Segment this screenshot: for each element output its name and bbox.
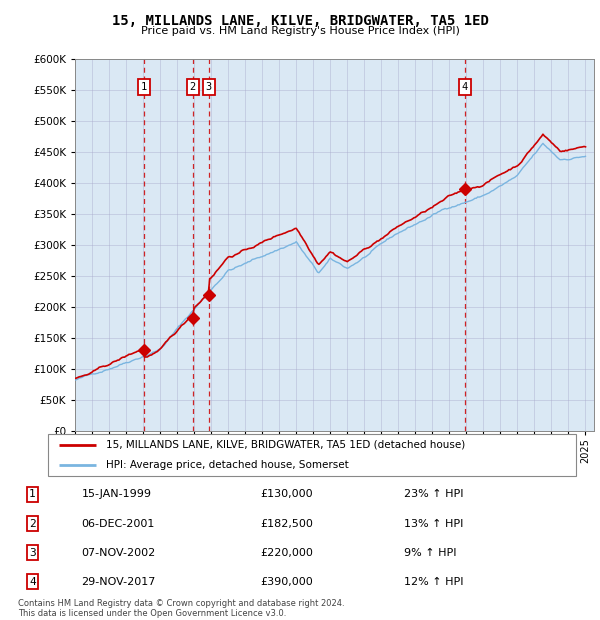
Text: 13% ↑ HPI: 13% ↑ HPI [404, 518, 463, 529]
FancyBboxPatch shape [48, 434, 576, 476]
Text: Price paid vs. HM Land Registry's House Price Index (HPI): Price paid vs. HM Land Registry's House … [140, 26, 460, 36]
Text: 15-JAN-1999: 15-JAN-1999 [82, 489, 151, 500]
Text: 9% ↑ HPI: 9% ↑ HPI [404, 547, 457, 558]
Text: 4: 4 [462, 82, 468, 92]
Text: 2: 2 [190, 82, 196, 92]
Text: 15, MILLANDS LANE, KILVE, BRIDGWATER, TA5 1ED: 15, MILLANDS LANE, KILVE, BRIDGWATER, TA… [112, 14, 488, 28]
Text: 3: 3 [205, 82, 212, 92]
Text: 29-NOV-2017: 29-NOV-2017 [82, 577, 156, 587]
Text: 06-DEC-2001: 06-DEC-2001 [82, 518, 155, 529]
Text: 3: 3 [29, 547, 36, 558]
Text: 4: 4 [29, 577, 36, 587]
Text: £130,000: £130,000 [260, 489, 313, 500]
Text: 2: 2 [29, 518, 36, 529]
Text: Contains HM Land Registry data © Crown copyright and database right 2024.: Contains HM Land Registry data © Crown c… [18, 599, 344, 608]
Text: £220,000: £220,000 [260, 547, 313, 558]
Text: £390,000: £390,000 [260, 577, 313, 587]
Text: 23% ↑ HPI: 23% ↑ HPI [404, 489, 463, 500]
Text: 1: 1 [29, 489, 36, 500]
Text: 12% ↑ HPI: 12% ↑ HPI [404, 577, 463, 587]
Text: 07-NOV-2002: 07-NOV-2002 [82, 547, 155, 558]
Text: 1: 1 [140, 82, 147, 92]
Text: HPI: Average price, detached house, Somerset: HPI: Average price, detached house, Some… [106, 460, 349, 470]
Text: This data is licensed under the Open Government Licence v3.0.: This data is licensed under the Open Gov… [18, 609, 286, 618]
Text: 15, MILLANDS LANE, KILVE, BRIDGWATER, TA5 1ED (detached house): 15, MILLANDS LANE, KILVE, BRIDGWATER, TA… [106, 440, 466, 450]
Text: £182,500: £182,500 [260, 518, 313, 529]
